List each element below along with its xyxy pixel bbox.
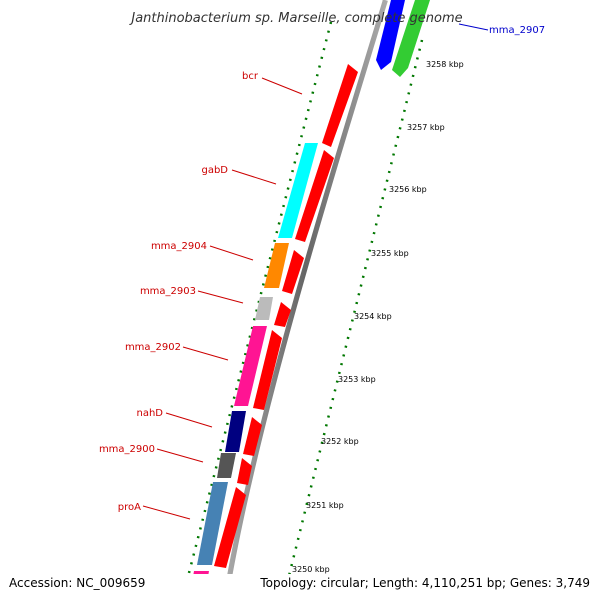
gene-gabD-cds[interactable]: [295, 150, 334, 242]
gene-label-mma_2904[interactable]: mma_2904: [151, 241, 207, 252]
gene-gabD-cog[interactable]: [278, 143, 318, 238]
gene-mma_2900-cog[interactable]: [217, 453, 236, 478]
gene-label-bcr[interactable]: bcr: [242, 71, 259, 82]
gene-nahD-cog[interactable]: [225, 411, 246, 452]
tick-label: 3257 kbp: [407, 123, 445, 132]
topology-text: Topology: circular; Length: 4,110,251 bp…: [259, 576, 590, 590]
gene-label-mma_2903[interactable]: mma_2903: [140, 286, 196, 297]
genome-backbone: [222, 0, 388, 600]
gene-cog-green[interactable]: [392, 0, 430, 77]
gene-mma_2903-cds[interactable]: [274, 302, 291, 327]
gene-nahD-cds[interactable]: [243, 417, 262, 456]
position-ticks: 3258 kbp 3257 kbp 3256 kbp 3255 kbp 3254…: [292, 60, 464, 574]
gene-mma_2903-cog[interactable]: [255, 297, 273, 320]
gene-label-mma_2902[interactable]: mma_2902: [125, 342, 181, 353]
gene-label-mma_2907[interactable]: mma_2907: [489, 25, 545, 36]
tick-label: 3254 kbp: [354, 312, 392, 321]
gene-bcr-arrow[interactable]: [322, 64, 358, 147]
tick-label: 3252 kbp: [321, 437, 359, 446]
gene-label-gabD[interactable]: gabD: [201, 165, 228, 176]
gene-label-proA[interactable]: proA: [118, 502, 141, 513]
scale-dotted-guide: [281, 39, 424, 600]
gene-features: [189, 0, 430, 600]
tick-label: 3251 kbp: [306, 501, 344, 510]
map-title: Janthinobacterium sp. Marseille, complet…: [128, 11, 462, 26]
gene-mma_2904-cds[interactable]: [282, 250, 304, 294]
gene-proA-cog[interactable]: [197, 482, 228, 565]
inner-dotted-guide: [180, 21, 333, 600]
tick-label: 3250 kbp: [292, 565, 330, 574]
tick-label: 3253 kbp: [338, 375, 376, 384]
gene-label-nahD[interactable]: nahD: [136, 408, 163, 419]
leader-lines: [142, 23, 489, 520]
accession-text: Accession: NC_009659: [9, 576, 145, 590]
gene-mma_2902-cog[interactable]: [234, 326, 267, 406]
gene-mma_2907-arrow[interactable]: [376, 0, 405, 70]
gene-mma_2902-cds[interactable]: [253, 330, 282, 410]
tick-label: 3258 kbp: [426, 60, 464, 69]
tick-label: 3256 kbp: [389, 185, 427, 194]
gene-proA-cds[interactable]: [214, 487, 246, 568]
gene-mma_2904-cog[interactable]: [264, 243, 289, 288]
gene-label-mma_2900[interactable]: mma_2900: [99, 444, 155, 455]
tick-label: 3255 kbp: [371, 249, 409, 258]
gene-mma_2900-cds[interactable]: [237, 458, 252, 485]
